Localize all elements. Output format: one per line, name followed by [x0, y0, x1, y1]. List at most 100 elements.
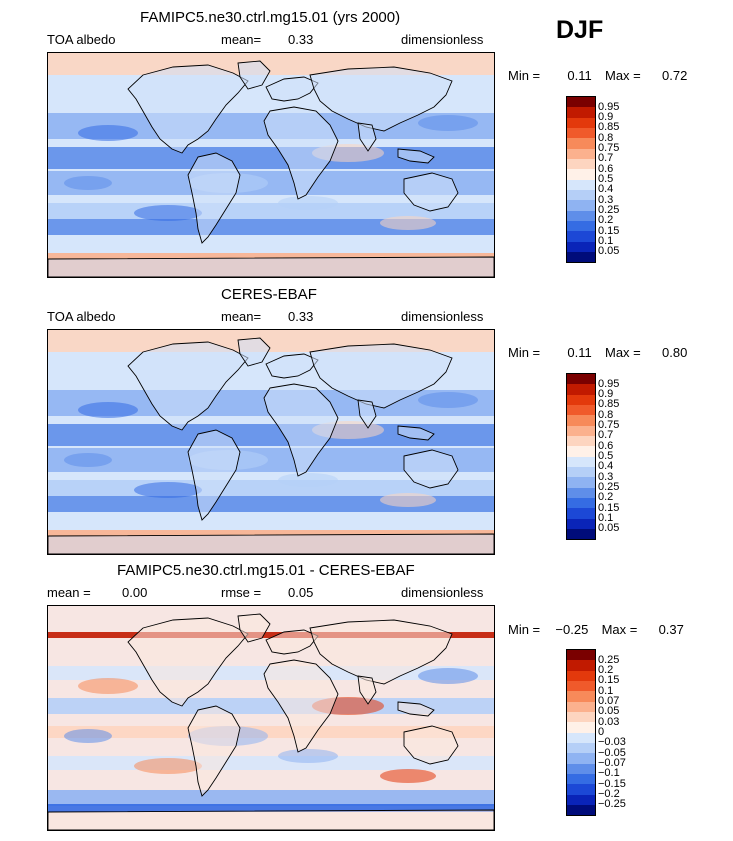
colorbar-swatch: [567, 660, 595, 671]
continent-outline: [48, 533, 494, 554]
panel-1-min-value: 0.11: [567, 68, 592, 83]
colorbar-swatch: [567, 179, 595, 190]
colorbar-swatch: [567, 435, 595, 447]
continent-outline: [357, 399, 377, 429]
colorbar-tick-label: 0.3: [598, 470, 614, 483]
colorbar-tick-label: 0.2: [598, 491, 614, 504]
continent-outline: [48, 809, 494, 830]
continent-outline: [263, 106, 339, 200]
colorbar-swatch: [567, 804, 595, 816]
colorbar-swatch: [567, 732, 595, 743]
colorbar-swatch: [567, 650, 595, 661]
colorbar-swatch: [567, 148, 595, 159]
colorbar-tick-label: 0.05: [598, 245, 620, 258]
colorbar-swatch: [567, 384, 595, 395]
colorbar-swatch: [567, 138, 595, 149]
continent-outline: [397, 425, 435, 441]
colorbar-swatch: [567, 241, 595, 252]
colorbar-tick-label: 0.4: [598, 460, 614, 473]
panel-3-max-value: 0.37: [658, 622, 684, 637]
colorbar-tick-label: −0.15: [598, 777, 626, 790]
panel-2-max-value: 0.80: [662, 345, 688, 360]
colorbar-swatch: [567, 691, 595, 702]
colorbar-tick-label: 0: [598, 726, 605, 739]
colorbar-tick-label: 0.03: [598, 715, 620, 728]
colorbar-tick-label: 0.95: [598, 377, 620, 390]
colorbar-tick-label: 0.2: [598, 664, 614, 677]
panel-1-colorbar: [566, 96, 596, 264]
panel-3-units: dimensionless: [401, 585, 484, 600]
colorbar-swatch: [567, 425, 595, 436]
colorbar-tick-label: −0.2: [598, 788, 620, 801]
colorbar-tick-label: −0.05: [598, 746, 626, 759]
colorbar-swatch: [567, 394, 595, 405]
colorbar-swatch: [567, 158, 595, 170]
colorbar-swatch: [567, 763, 595, 774]
panel-1-max-value: 0.72: [662, 68, 688, 83]
continent-outline: [309, 66, 453, 132]
continent-outline: [127, 617, 249, 707]
continent-outline: [237, 337, 271, 367]
colorbar-tick-label: 0.15: [598, 224, 620, 237]
colorbar-tick-label: 0.25: [598, 653, 620, 666]
colorbar-swatch: [567, 794, 595, 805]
colorbar-tick-label: 0.5: [598, 450, 614, 463]
colorbar-tick-label: 0.1: [598, 512, 614, 525]
continent-outline: [187, 705, 241, 797]
continent-outline: [265, 629, 319, 655]
continent-outline: [403, 172, 459, 212]
continent-outline: [397, 148, 435, 164]
panel-1-min-label: Min =: [508, 68, 541, 83]
colorbar-tick-label: −0.03: [598, 736, 626, 749]
panel-2-variable-label: TOA albedo: [47, 309, 116, 324]
panel-1-title: FAMIPC5.ne30.ctrl.mg15.01 (yrs 2000): [140, 9, 401, 26]
continent-outline: [265, 353, 319, 379]
colorbar-swatch: [567, 169, 595, 180]
panel-1-map-field: [48, 53, 494, 277]
continent-outline: [265, 76, 319, 102]
panel-3-mean-value: 0.00: [122, 585, 148, 600]
colorbar-tick-label: 0.15: [598, 674, 620, 687]
colorbar-swatch: [567, 773, 595, 785]
colorbar-swatch: [567, 189, 595, 201]
continent-outline: [403, 725, 459, 765]
season-label: DJF: [556, 16, 604, 44]
colorbar-swatch: [567, 711, 595, 723]
panel-3-rmse-label: rmse =: [221, 585, 262, 600]
panel-1-mean-value: 0.33: [288, 32, 314, 47]
colorbar-tick-label: 0.1: [598, 235, 614, 248]
colorbar-swatch: [567, 497, 595, 509]
panel-1-units: dimensionless: [401, 32, 484, 47]
panel-3-rmse-value: 0.05: [288, 585, 314, 600]
panel-2-title: CERES-EBAF: [221, 286, 317, 303]
colorbar-tick-label: 0.9: [598, 111, 614, 124]
colorbar-swatch: [567, 722, 595, 733]
colorbar-tick-label: 0.05: [598, 522, 620, 535]
colorbar-swatch: [567, 508, 595, 519]
colorbar-swatch: [567, 456, 595, 467]
colorbar-tick-label: −0.25: [598, 798, 626, 811]
colorbar-tick-label: −0.07: [598, 757, 626, 770]
continent-outline: [397, 701, 435, 717]
colorbar-tick-label: 0.85: [598, 398, 620, 411]
panel-1-map: [47, 52, 495, 278]
panel-3-min-label: Min =: [508, 622, 541, 637]
panel-2-map-field: [48, 330, 494, 554]
colorbar-tick-label: 0.25: [598, 481, 620, 494]
colorbar-tick-label: 0.2: [598, 214, 614, 227]
colorbar-swatch: [567, 415, 595, 426]
colorbar-swatch: [567, 231, 595, 242]
panel-3-max-label: Max =: [601, 622, 638, 637]
colorbar-swatch: [567, 466, 595, 478]
colorbar-swatch: [567, 518, 595, 529]
colorbar-swatch: [567, 446, 595, 457]
panel-3-min-value: −0.25: [555, 622, 589, 637]
panel-2-minmax: Min = 0.11 Max = 0.80: [508, 345, 687, 360]
continent-outline: [403, 449, 459, 489]
colorbar-tick-label: 0.85: [598, 121, 620, 134]
colorbar-swatch: [567, 200, 595, 211]
continent-outline: [187, 152, 241, 244]
panel-3-colorbar: [566, 649, 596, 817]
colorbar-tick-label: 0.15: [598, 501, 620, 514]
panel-2-min-value: 0.11: [567, 345, 592, 360]
